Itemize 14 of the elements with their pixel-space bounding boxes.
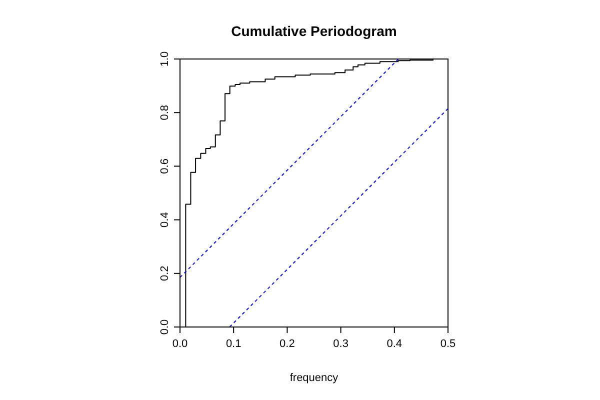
x-tick-label: 0.4: [386, 338, 402, 350]
x-tick-label: 0.0: [172, 338, 188, 350]
y-tick-label: 0.2: [159, 266, 171, 282]
x-tick-label: 0.3: [333, 338, 348, 350]
x-tick-label: 0.2: [280, 338, 295, 350]
y-tick-label: 1.0: [159, 51, 171, 67]
chart-title: Cumulative Periodogram: [231, 23, 397, 39]
y-tick-label: 0.0: [159, 319, 171, 335]
y-tick-label: 0.8: [159, 104, 171, 120]
y-tick-label: 0.6: [159, 158, 171, 174]
x-tick-label: 0.1: [226, 338, 242, 350]
y-tick-label: 0.4: [159, 212, 171, 228]
x-axis-title: frequency: [290, 372, 339, 384]
x-tick-label: 0.5: [440, 338, 456, 350]
